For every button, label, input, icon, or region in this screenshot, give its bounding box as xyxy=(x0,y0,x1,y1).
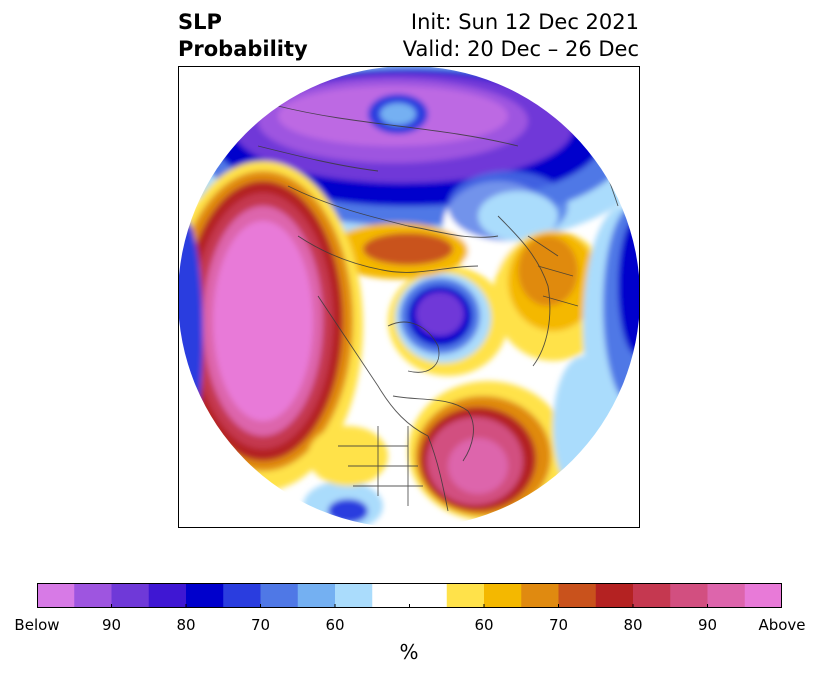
init-date: Init: Sun 12 Dec 2021 xyxy=(410,10,639,34)
colorbar-tick-label: 90 xyxy=(697,616,718,634)
colorbar-unit: % xyxy=(399,640,419,664)
colorbar-tick-label: 60 xyxy=(474,616,494,634)
colorbar-tick-label: 80 xyxy=(623,616,643,634)
colorbar-segment xyxy=(297,583,336,608)
valid-range: Valid: 20 Dec – 26 Dec xyxy=(402,37,639,61)
title-variable: SLP xyxy=(178,10,222,34)
colorbar-tick-label: 60 xyxy=(325,616,345,634)
colorbar-segment xyxy=(148,583,187,608)
colorbar-segment xyxy=(521,583,559,608)
colorbar-segment xyxy=(744,583,782,608)
colorbar-segment xyxy=(186,583,224,608)
map-panel xyxy=(178,66,640,528)
colorbar-segment xyxy=(260,583,299,608)
colorbar-segment xyxy=(558,583,597,608)
colorbar-segment xyxy=(633,583,671,608)
colorbar-segment xyxy=(484,583,522,608)
colorbar-tick-label: 80 xyxy=(176,616,196,634)
colorbar-tick-label: 70 xyxy=(250,616,271,634)
colorbar-segment xyxy=(707,583,746,608)
colorbar xyxy=(37,583,782,608)
title-subtitle: Probability xyxy=(178,37,308,61)
colorbar-segment xyxy=(670,583,708,608)
colorbar-segment xyxy=(372,583,410,608)
title-left: SLP Probability xyxy=(178,9,308,63)
title-right: Init: Sun 12 Dec 2021 Valid: 20 Dec – 26… xyxy=(403,9,639,63)
map-border xyxy=(178,66,640,528)
colorbar-tick-label: 70 xyxy=(548,616,569,634)
colorbar-tick-label: Below xyxy=(14,616,60,634)
colorbar-segment xyxy=(37,583,75,608)
colorbar-segment xyxy=(409,583,448,608)
colorbar-segment xyxy=(111,583,150,608)
colorbar-segment xyxy=(335,583,373,608)
probability-field xyxy=(178,66,640,528)
colorbar-segment xyxy=(446,583,485,608)
colorbar-segment xyxy=(595,583,634,608)
colorbar-segment xyxy=(223,583,261,608)
colorbar-tick-label: 90 xyxy=(101,616,122,634)
colorbar-segment xyxy=(74,583,112,608)
colorbar-tick-label: Above xyxy=(758,616,806,634)
